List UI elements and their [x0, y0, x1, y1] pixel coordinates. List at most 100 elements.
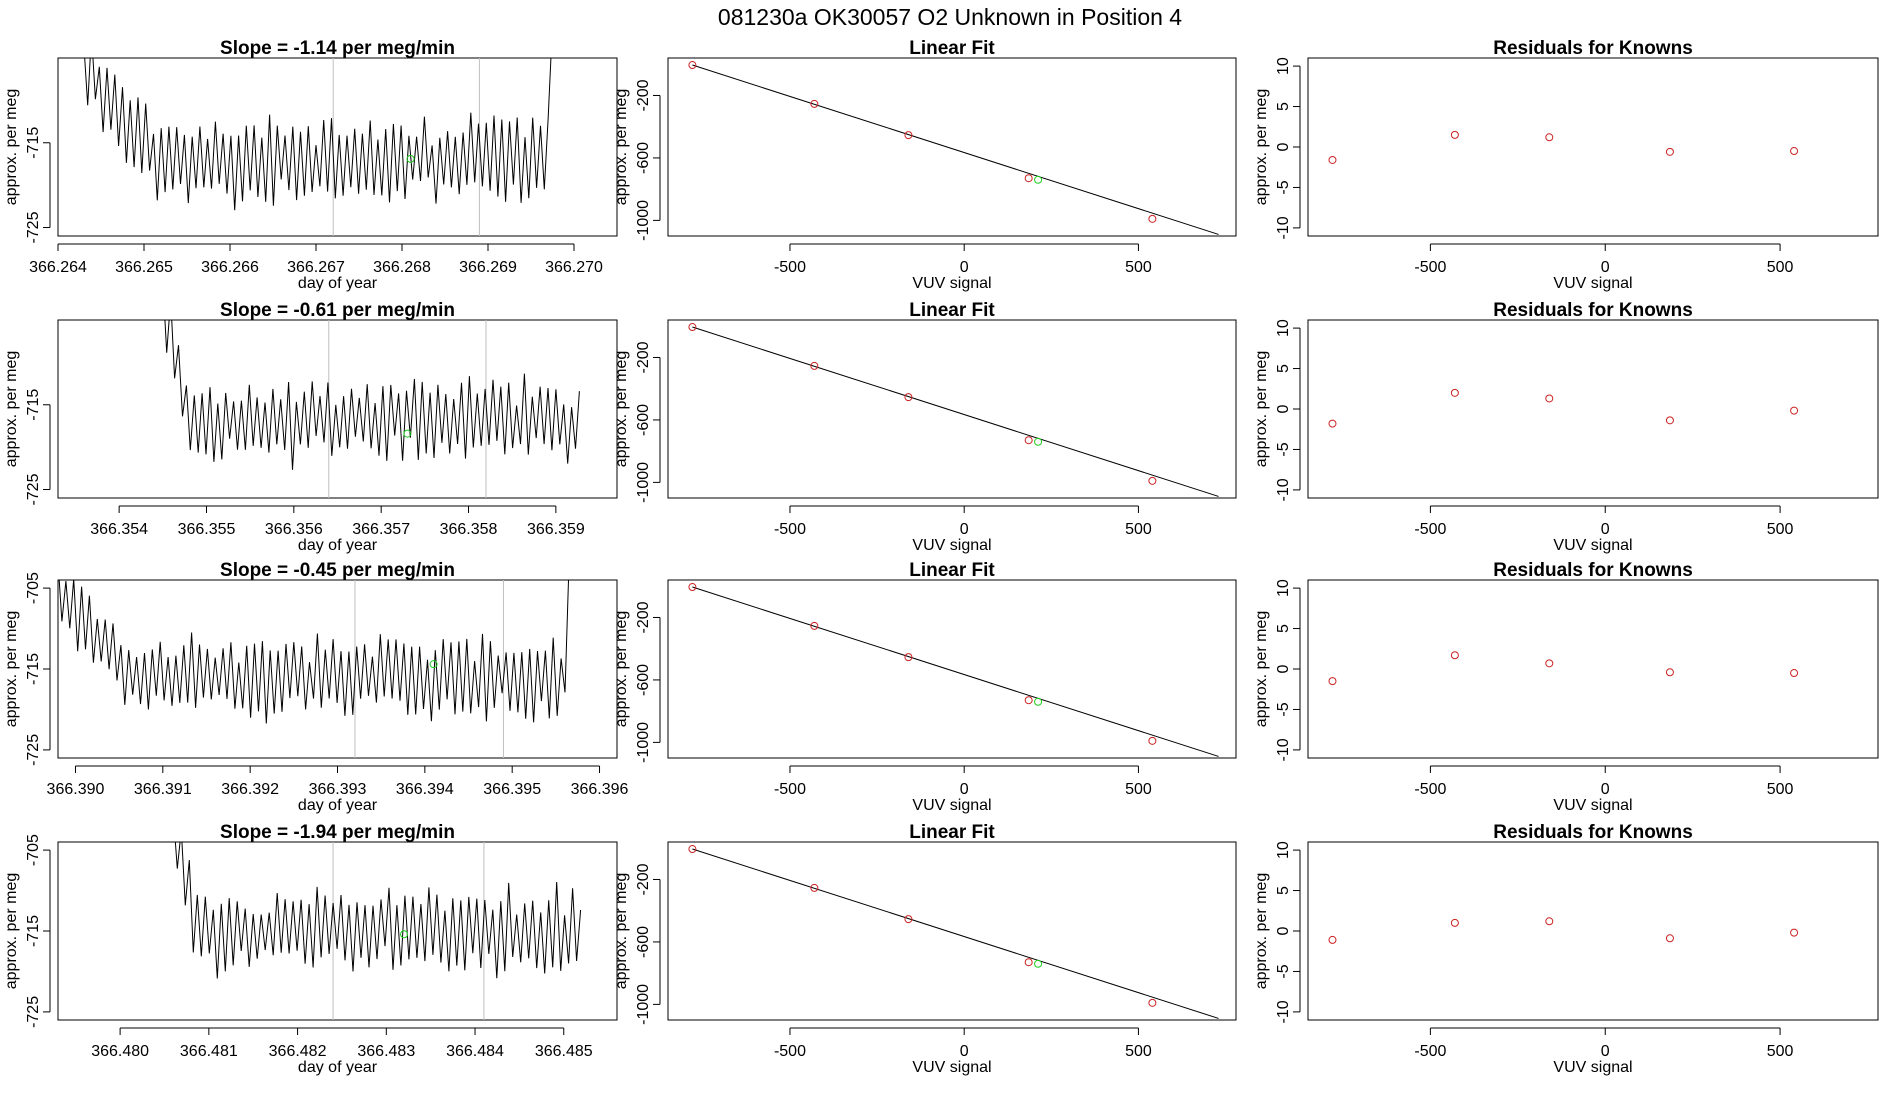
residuals-title: Residuals for Knowns — [1493, 822, 1693, 843]
linear-fit-y-tick-label: -200 — [635, 601, 652, 633]
residual-point — [1545, 133, 1554, 142]
residuals-title: Residuals for Knowns — [1493, 300, 1693, 321]
time-series-y-tick-label: -725 — [25, 473, 42, 505]
time-series-title: Slope = -1.14 per meg/min — [220, 38, 455, 59]
residuals-plot-frame — [1307, 319, 1879, 499]
residuals-y-tick-label: 0 — [1275, 404, 1292, 413]
linear-fit-y-tick-label: -1000 — [635, 722, 652, 763]
residuals-y-tick-label: -10 — [1275, 1000, 1292, 1023]
residual-point — [1790, 669, 1799, 678]
residuals-x-tick-label: 500 — [1767, 781, 1794, 798]
linear-fit-plot-frame — [667, 579, 1237, 759]
time-series-x-tick-label: 366.270 — [545, 259, 603, 276]
linear-fit-known-point — [688, 323, 697, 332]
linear-fit-chart: Linear Fit -500 0 500 -200 -600 -1000 VUV signa… — [613, 822, 1237, 1076]
residuals-y-tick-label: 10 — [1275, 57, 1292, 75]
time-series-unknown-marker — [403, 429, 412, 438]
residuals-y-label: approx. per meg — [1253, 351, 1270, 468]
time-series-x-tick-label: 366.484 — [446, 1043, 504, 1060]
residuals-y-tick-label: 0 — [1275, 926, 1292, 935]
residuals-x-tick-label: -500 — [1414, 781, 1446, 798]
linear-fit-y-label: approx. per meg — [613, 351, 630, 468]
linear-fit-y-tick-label: -200 — [635, 79, 652, 111]
time-series-x-tick-label: 366.391 — [134, 781, 192, 798]
linear-fit-chart: Linear Fit -500 0 500 -200 -600 -1000 VUV signa… — [613, 560, 1237, 814]
linear-fit-chart: Linear Fit -500 0 500 -200 -600 -1000 VUV signa… — [613, 38, 1237, 292]
linear-fit-title: Linear Fit — [909, 822, 995, 843]
residuals-y-tick-label: -5 — [1275, 442, 1292, 456]
time-series-trace — [84, 58, 552, 211]
linear-fit-x-tick-label: 0 — [960, 521, 969, 538]
time-series-x-tick-label: 366.355 — [178, 521, 236, 538]
residuals-y-tick-label: 5 — [1275, 624, 1292, 633]
linear-fit-unknown-point — [1034, 697, 1043, 706]
time-series-x-label: day of year — [298, 275, 378, 292]
linear-fit-y-tick-label: -600 — [635, 664, 652, 696]
linear-fit-known-point — [810, 621, 819, 630]
time-series-title: Slope = -1.94 per meg/min — [220, 822, 455, 843]
linear-fit-y-tick-label: -600 — [635, 926, 652, 958]
linear-fit-known-point — [1024, 174, 1033, 183]
linear-fit-x-tick-label: 0 — [960, 781, 969, 798]
linear-fit-known-point — [1024, 696, 1033, 705]
residuals-plot-frame — [1307, 57, 1879, 237]
linear-fit-title: Linear Fit — [909, 38, 995, 59]
time-series-trace — [58, 580, 569, 724]
residuals-x-label: VUV signal — [1553, 1059, 1632, 1076]
time-series-x-tick-label: 366.480 — [91, 1043, 149, 1060]
residuals-x-tick-label: -500 — [1414, 1043, 1446, 1060]
time-series-y-tick-label: -705 — [25, 834, 42, 866]
time-series-x-tick-label: 366.265 — [115, 259, 173, 276]
residuals-plot-frame — [1307, 579, 1879, 759]
linear-fit-x-label: VUV signal — [912, 1059, 991, 1076]
residuals-y-tick-label: 10 — [1275, 579, 1292, 597]
linear-fit-y-label: approx. per meg — [613, 611, 630, 728]
linear-fit-line — [692, 848, 1219, 1019]
linear-fit-known-point — [1148, 736, 1157, 745]
linear-fit-x-tick-label: 500 — [1125, 781, 1152, 798]
time-series-x-tick-label: 366.359 — [527, 521, 585, 538]
time-series-x-tick-label: 366.269 — [459, 259, 517, 276]
time-series-x-tick-label: 366.392 — [221, 781, 279, 798]
time-series-x-tick-label: 366.390 — [47, 781, 105, 798]
linear-fit-known-point — [904, 653, 913, 662]
linear-fit-plot-frame — [667, 319, 1237, 499]
time-series-plot-frame — [57, 841, 618, 1021]
residuals-y-tick-label: -10 — [1275, 478, 1292, 501]
time-series-plot-frame — [57, 57, 618, 237]
time-series-x-tick-label: 366.481 — [180, 1043, 238, 1060]
time-series-chart: Slope = -0.45 per meg/min 366.390 366.391 3… — [3, 560, 629, 814]
residual-point — [1328, 155, 1337, 164]
time-series-x-tick-label: 366.358 — [440, 521, 498, 538]
time-series-y-tick-label: -725 — [25, 996, 42, 1028]
time-series-y-label: approx. per meg — [3, 351, 20, 468]
residuals-x-tick-label: 0 — [1601, 259, 1610, 276]
residuals-y-label: approx. per meg — [1253, 611, 1270, 728]
residuals-y-tick-label: -10 — [1275, 738, 1292, 761]
linear-fit-x-tick-label: 0 — [960, 259, 969, 276]
residuals-y-tick-label: 5 — [1275, 364, 1292, 373]
time-series-plot-frame — [57, 319, 618, 499]
residuals-x-tick-label: 500 — [1767, 521, 1794, 538]
residuals-y-tick-label: 10 — [1275, 319, 1292, 337]
time-series-unknown-marker — [429, 660, 438, 669]
time-series-x-label: day of year — [298, 537, 378, 554]
residual-point — [1450, 130, 1459, 139]
linear-fit-x-tick-label: -500 — [774, 781, 806, 798]
time-series-title: Slope = -0.45 per meg/min — [220, 560, 455, 581]
time-series-x-tick-label: 366.268 — [373, 259, 431, 276]
residuals-y-tick-label: 0 — [1275, 142, 1292, 151]
residual-point — [1545, 659, 1554, 668]
linear-fit-unknown-point — [1034, 437, 1043, 446]
time-series-y-tick-label: -715 — [25, 653, 42, 685]
time-series-unknown-marker — [406, 154, 415, 163]
linear-fit-known-point — [688, 61, 697, 70]
time-series-y-tick-label: -725 — [25, 211, 42, 243]
linear-fit-line — [692, 586, 1219, 757]
linear-fit-y-tick-label: -1000 — [635, 984, 652, 1025]
linear-fit-x-tick-label: -500 — [774, 1043, 806, 1060]
residuals-x-tick-label: -500 — [1414, 259, 1446, 276]
linear-fit-y-tick-label: -1000 — [635, 462, 652, 503]
linear-fit-x-tick-label: -500 — [774, 521, 806, 538]
